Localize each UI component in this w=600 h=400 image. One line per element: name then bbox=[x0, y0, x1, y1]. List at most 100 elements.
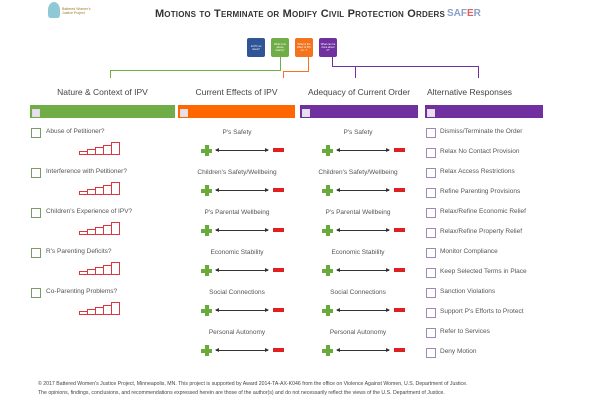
double-arrow-slider[interactable] bbox=[215, 228, 269, 232]
brand-left: SAF bbox=[447, 8, 467, 19]
alternative-item-label: Relax No Contact Provision bbox=[440, 148, 520, 155]
alternative-item-label: Dismiss/Terminate the Order bbox=[440, 128, 523, 135]
double-arrow-slider[interactable] bbox=[336, 268, 390, 272]
alternative-checkbox[interactable] bbox=[426, 188, 436, 198]
alternative-checkbox[interactable] bbox=[426, 228, 436, 238]
severity-step[interactable] bbox=[111, 182, 120, 195]
alternative-item-label: Relax Access Restrictions bbox=[440, 168, 515, 175]
double-arrow-slider[interactable] bbox=[215, 188, 269, 192]
bwjp-logo: Battered Women's Justice Project bbox=[48, 2, 91, 20]
nature-checkbox[interactable] bbox=[31, 128, 41, 138]
alternative-checkbox[interactable] bbox=[426, 148, 436, 158]
alternative-item-label: Support P's Efforts to Protect bbox=[440, 308, 524, 315]
plus-icon bbox=[322, 185, 333, 196]
bar-nature bbox=[30, 105, 175, 118]
question-box-effect: What is the effect of IPV on...? bbox=[295, 38, 313, 57]
nature-item-label: Co-Parenting Problems? bbox=[46, 288, 118, 295]
alternative-item-label: Keep Selected Terms in Place bbox=[440, 268, 527, 275]
header-effects: Current Effects of IPV bbox=[195, 87, 278, 97]
alternative-item-label: Refine Parenting Provisions bbox=[440, 188, 521, 195]
minus-icon bbox=[273, 188, 284, 192]
plus-icon bbox=[201, 345, 212, 356]
minus-icon bbox=[394, 348, 405, 352]
brand-right: R bbox=[473, 8, 481, 19]
minus-icon bbox=[394, 228, 405, 232]
logo-text: Battered Women's Justice Project bbox=[62, 7, 91, 15]
double-arrow-slider[interactable] bbox=[336, 228, 390, 232]
adequacy-item-label: Economic Stability bbox=[331, 249, 385, 256]
alternative-checkbox[interactable] bbox=[426, 308, 436, 318]
severity-step[interactable] bbox=[111, 222, 120, 235]
alternative-item-label: Monitor Compliance bbox=[440, 248, 498, 255]
alternative-item-label: Refer to Services bbox=[440, 328, 490, 335]
footer-copyright: © 2017 Battered Women's Justice Project,… bbox=[38, 381, 468, 387]
effects-item-label: P's Safety bbox=[222, 129, 252, 136]
minus-icon bbox=[273, 228, 284, 232]
bar-checkbox[interactable] bbox=[180, 109, 188, 117]
double-arrow-slider[interactable] bbox=[215, 348, 269, 352]
alternative-item-label: Relax/Refine Economic Relief bbox=[440, 208, 526, 215]
bar-effects bbox=[178, 105, 295, 118]
severity-scale-icon[interactable] bbox=[79, 302, 120, 315]
severity-scale-icon[interactable] bbox=[79, 262, 120, 275]
alternative-item-label: Relax/Refine Property Relief bbox=[440, 228, 523, 235]
alternative-item-label: Sanction Violations bbox=[440, 288, 496, 295]
plus-icon bbox=[201, 225, 212, 236]
plus-icon bbox=[322, 265, 333, 276]
bar-checkbox[interactable] bbox=[427, 109, 435, 117]
minus-icon bbox=[394, 308, 405, 312]
question-box-response: What can be done about it? bbox=[319, 38, 337, 57]
nature-item-label: Interference with Petitioner? bbox=[46, 168, 127, 175]
adequacy-item-label: Personal Autonomy bbox=[329, 329, 387, 336]
nature-checkbox[interactable] bbox=[31, 168, 41, 178]
severity-scale-icon[interactable] bbox=[79, 142, 120, 155]
nature-item-label: Children's Experience of IPV? bbox=[46, 208, 133, 215]
effects-item-label: Personal Autonomy bbox=[208, 329, 266, 336]
bar-alternatives bbox=[425, 105, 543, 118]
severity-step[interactable] bbox=[111, 262, 120, 275]
bar-checkbox[interactable] bbox=[32, 109, 40, 117]
alternative-checkbox[interactable] bbox=[426, 288, 436, 298]
bar-checkbox[interactable] bbox=[302, 109, 310, 117]
footer-disclaimer: The opinions, findings, conclusions, and… bbox=[38, 390, 445, 396]
double-arrow-slider[interactable] bbox=[336, 148, 390, 152]
plus-icon bbox=[201, 305, 212, 316]
header-adequacy: Adequacy of Current Order bbox=[307, 87, 411, 97]
alternative-item-label: Deny Motion bbox=[440, 348, 477, 355]
minus-icon bbox=[394, 188, 405, 192]
alternative-checkbox[interactable] bbox=[426, 128, 436, 138]
double-arrow-slider[interactable] bbox=[215, 308, 269, 312]
alternative-checkbox[interactable] bbox=[426, 328, 436, 338]
safer-logo: SAFER bbox=[447, 8, 481, 19]
alternative-checkbox[interactable] bbox=[426, 208, 436, 218]
effects-item-label: Social Connections bbox=[209, 289, 265, 296]
severity-step[interactable] bbox=[111, 142, 120, 155]
plus-icon bbox=[201, 265, 212, 276]
plus-icon bbox=[201, 185, 212, 196]
nature-checkbox[interactable] bbox=[31, 248, 41, 258]
alternative-checkbox[interactable] bbox=[426, 268, 436, 278]
double-arrow-slider[interactable] bbox=[336, 308, 390, 312]
nature-checkbox[interactable] bbox=[31, 288, 41, 298]
nature-item-label: Abuse of Petitioner? bbox=[46, 128, 105, 135]
severity-step[interactable] bbox=[111, 302, 120, 315]
double-arrow-slider[interactable] bbox=[215, 268, 269, 272]
severity-scale-icon[interactable] bbox=[79, 182, 120, 195]
minus-icon bbox=[273, 148, 284, 152]
alternative-checkbox[interactable] bbox=[426, 168, 436, 178]
severity-scale-icon[interactable] bbox=[79, 222, 120, 235]
double-arrow-slider[interactable] bbox=[336, 348, 390, 352]
alternative-checkbox[interactable] bbox=[426, 348, 436, 358]
double-arrow-slider[interactable] bbox=[336, 188, 390, 192]
alternative-checkbox[interactable] bbox=[426, 248, 436, 258]
effects-item-label: P's Parental Wellbeing bbox=[204, 209, 270, 216]
header-alternatives: Alternative Responses bbox=[427, 87, 513, 97]
header-nature: Nature & Context of IPV bbox=[57, 87, 148, 97]
brand-mid: E bbox=[467, 8, 474, 19]
plus-icon bbox=[201, 145, 212, 156]
minus-icon bbox=[273, 308, 284, 312]
effects-item-label: Children's Safety/Wellbeing bbox=[197, 169, 277, 176]
double-arrow-slider[interactable] bbox=[215, 148, 269, 152]
nature-checkbox[interactable] bbox=[31, 208, 41, 218]
